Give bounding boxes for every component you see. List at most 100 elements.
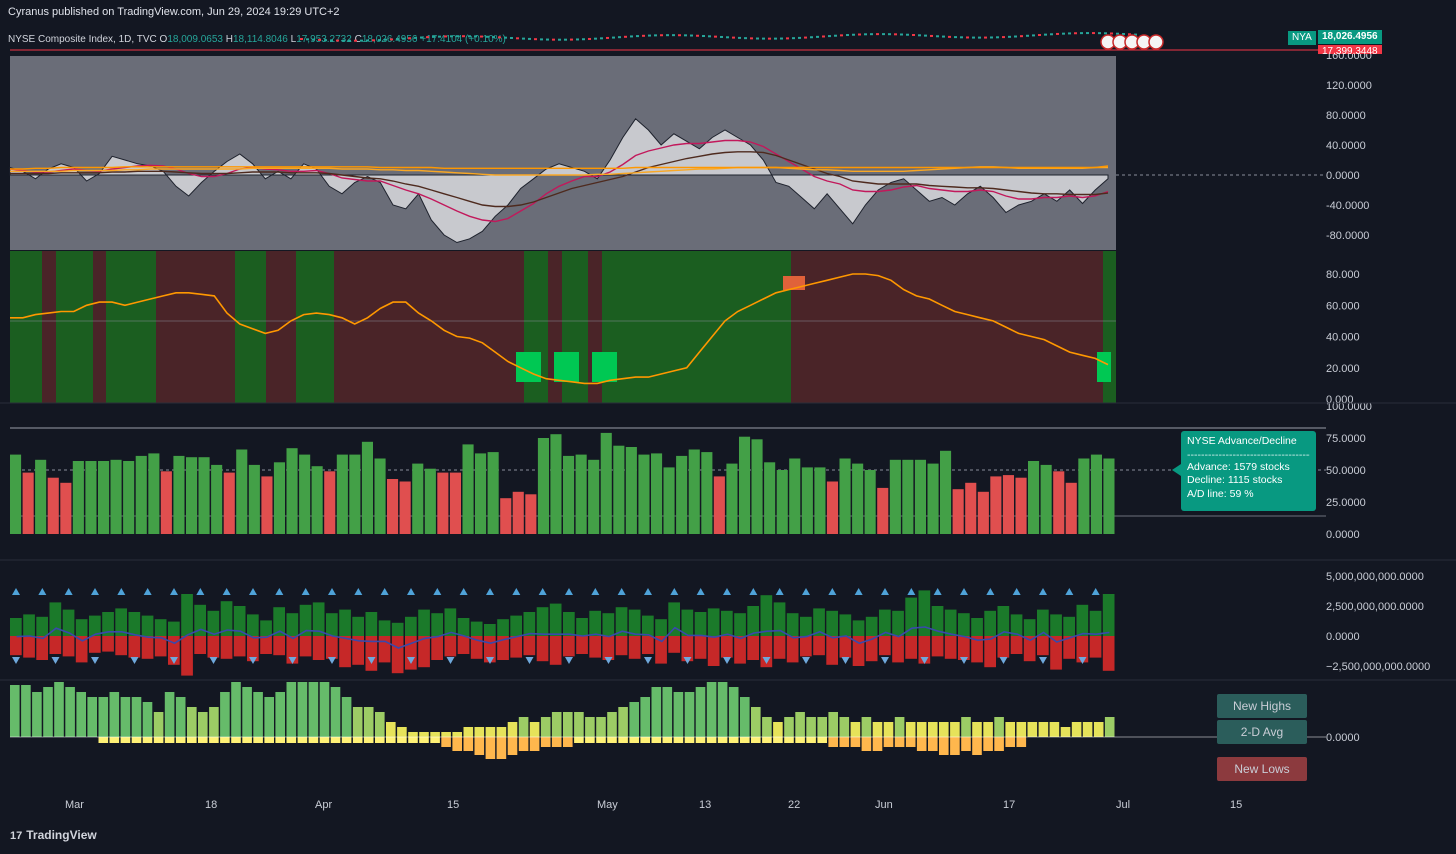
price-candle [450,35,453,38]
price-candle [462,35,465,38]
price-candle [666,34,669,37]
price-candle [990,36,993,39]
ad-bar [449,472,461,534]
new-low-bar [618,737,628,743]
new-high-bar [828,712,838,737]
volume-up-bar [326,613,338,636]
new-high-bar [706,682,717,737]
volume-down-bar [1076,636,1089,663]
new-low-bar [795,737,805,743]
x-axis-label: Jun [875,799,893,811]
ad-bar [35,459,47,534]
new-high-bar [452,732,462,737]
up-arrow-icon [459,588,468,595]
h-label: H [225,34,233,45]
volume-down-bar [747,636,759,660]
new-low-bar [408,737,418,743]
volume-down-bar [484,636,496,663]
new-high-bar [1005,722,1015,737]
volume-down-bar [642,636,654,654]
volume-up-bar [405,616,417,636]
footer-brand[interactable]: 17 TradingView [10,828,97,842]
price-candle [558,38,561,41]
volume-up-bar [879,609,891,636]
price-candle [984,36,987,39]
tooltip-divider: ------------------------------------ [1187,448,1310,461]
volume-down-bar [589,636,601,658]
new-low-bar [939,737,949,755]
price-candle [918,34,921,37]
volume-up-bar [378,620,391,636]
volume-up-bar [707,608,720,636]
volume-down-bar [918,636,931,664]
new-high-bar [795,712,805,737]
volume-up-bar [312,602,325,636]
price-candle [888,33,891,36]
new-high-bar [540,717,551,737]
new-low-bar [961,737,971,751]
volume-down-bar [1050,636,1062,670]
x-axis-label: 17 [1003,799,1015,811]
volume-up-bar [49,602,62,636]
open-value: 18,009.0653 [167,34,223,45]
volume-up-bar [1010,614,1023,636]
down-arrow-icon [920,657,929,664]
new-high-bar [961,717,971,737]
tooltip-ad-line: A/D line: 59 % [1187,487,1254,500]
new-low-bar [717,737,728,743]
new-low-bar [1005,737,1015,747]
volume-down-bar [378,636,391,663]
new-low-bar [894,737,905,747]
new-low-bar [452,737,462,751]
volume-down-bar [207,636,220,658]
ad-bar [1015,477,1027,534]
ad-bar [123,461,135,534]
price-candle [636,35,639,38]
volume-up-bar [826,610,838,636]
price-candle [618,36,621,39]
price-candle [726,36,729,39]
volume-down-bar [628,636,641,659]
new-low-bar [264,737,274,743]
price-candle [864,33,867,36]
pane2-state-band [334,251,524,403]
ad-bar [600,432,612,534]
volume-down-bar [655,636,667,664]
new-low-bar [209,737,219,743]
down-arrow-icon [960,657,968,664]
volume-up-bar [786,613,799,636]
new-high-bar [87,697,97,737]
new-high-bar [806,717,816,737]
x-axis-label: Apr [315,799,332,811]
p4-tick-label: −2,500,000,000.0000 [1326,661,1430,673]
volume-down-bar [365,636,378,671]
up-arrow-icon [196,588,205,595]
new-low-bar [905,737,916,747]
new-low-bar [419,737,429,743]
down-arrow-icon [565,657,573,664]
down-arrow-icon [170,657,178,664]
new-high-bar [972,722,982,737]
close-value: 18,026.4956 [361,34,418,45]
new-high-bar [441,732,451,737]
p5-tick-label: 0.0000 [1326,732,1360,744]
ad-bar [22,472,34,534]
new-high-bar [607,712,617,737]
volume-down-bar [879,636,891,656]
tooltip-title: NYSE Advance/Decline [1187,435,1297,447]
volume-up-bar [839,614,852,636]
price-candle [522,37,525,40]
new-high-bar [308,682,319,737]
volume-down-bar [615,636,628,656]
volume-up-bar [944,609,957,636]
volume-up-bar [89,615,101,636]
price-candle [840,34,843,37]
symbol-name[interactable]: NYSE Composite Index, 1D, TVC [8,34,157,45]
price-candle [390,38,393,41]
new-high-bar [120,697,131,737]
price-candle [594,37,597,40]
volume-down-bar [944,636,957,659]
new-low-bar [220,737,230,743]
oscillator-area [9,118,1109,244]
